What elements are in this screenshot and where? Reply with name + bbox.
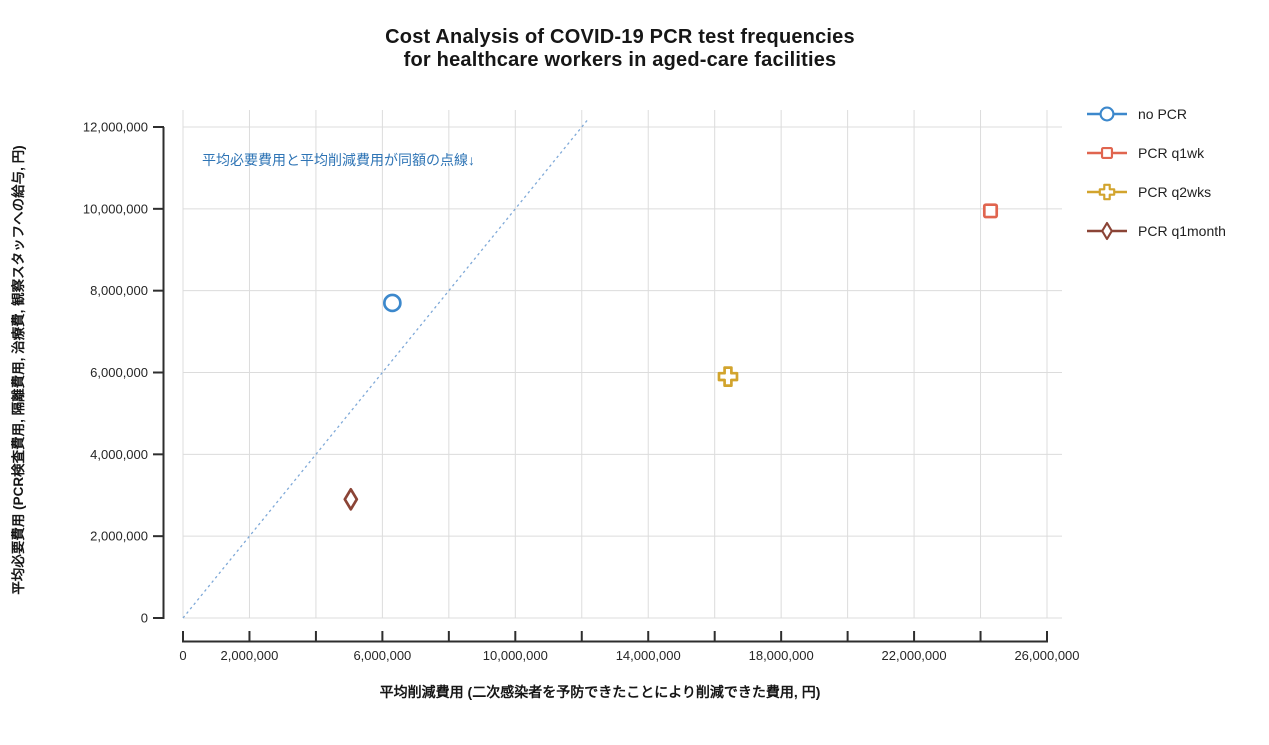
y-tick-label: 2,000,000: [90, 529, 148, 544]
y-axis-label: 平均必要費用 (PCR検査費用, 隔離費用, 治療費, 観察スタッフへの給与, …: [11, 145, 26, 595]
square-glyph: [982, 203, 999, 219]
square-glyph: [1100, 146, 1114, 160]
legend-item-pcr-q1wk[interactable]: PCR q1wk: [1085, 141, 1226, 165]
legend-label: PCR q1month: [1138, 223, 1226, 239]
x-tick-label: 6,000,000: [353, 648, 411, 663]
reference-line-annotation: 平均必要費用と平均削減費用が同額の点線↓: [202, 152, 475, 168]
pcr-q2wks-legend-marker-icon: [1087, 183, 1127, 201]
y-tick-label: 0: [141, 611, 148, 626]
diamond-icon: [1101, 221, 1113, 241]
equal-cost-reference-line: [182, 118, 589, 619]
legend-label: PCR q2wks: [1138, 184, 1212, 200]
diamond-glyph: [343, 487, 359, 511]
x-axis-label: 平均削減費用 (二次感染者を予防できたことにより削減できた費用, 円): [379, 684, 821, 700]
x-tick-label: 0: [179, 648, 186, 663]
cross-glyph: [1098, 183, 1116, 201]
no-pcr-legend-marker-icon: [1087, 106, 1127, 122]
circle-glyph: [1099, 106, 1115, 122]
chart-title: Cost Analysis of COVID-19 PCR test frequ…: [0, 26, 1240, 72]
legend: no PCR PCR q1wk PCR q2wks PCR q1month: [1085, 102, 1226, 243]
square-icon: [1100, 146, 1114, 160]
data-point-no-pcr[interactable]: [383, 293, 402, 313]
y-tick-label: 12,000,000: [83, 120, 148, 135]
legend-item-pcr-q2wks[interactable]: PCR q2wks: [1085, 180, 1226, 204]
legend-item-pcr-q1month[interactable]: PCR q1month: [1085, 219, 1226, 243]
y-tick-label: 4,000,000: [90, 447, 148, 462]
circle-icon: [1099, 106, 1115, 122]
legend-label: no PCR: [1138, 106, 1188, 122]
cross-glyph: [717, 366, 739, 387]
x-tick-label: 10,000,000: [483, 648, 548, 663]
x-tick-label: 26,000,000: [1014, 648, 1079, 663]
circle-glyph: [383, 293, 402, 313]
x-tick-label: 14,000,000: [616, 648, 681, 663]
x-tick-label: 2,000,000: [221, 648, 279, 663]
data-point-pcr-q2wks[interactable]: [717, 366, 739, 387]
data-point-pcr-q1wk[interactable]: [982, 203, 999, 219]
pcr-q1month-legend-marker-icon: [1087, 221, 1127, 241]
chart-title-line1: Cost Analysis of COVID-19 PCR test frequ…: [385, 26, 855, 48]
x-tick-label: 18,000,000: [749, 648, 814, 663]
data-point-pcr-q1month[interactable]: [343, 487, 359, 511]
chart-title-line2: for healthcare workers in aged-care faci…: [403, 49, 837, 71]
legend-item-no-pcr[interactable]: no PCR: [1085, 102, 1226, 126]
cross-icon: [1098, 183, 1116, 201]
y-tick-label: 10,000,000: [83, 201, 148, 216]
pcr-q1wk-legend-marker-icon: [1087, 146, 1127, 160]
y-tick-label: 8,000,000: [90, 283, 148, 298]
x-tick-label: 22,000,000: [882, 648, 947, 663]
legend-label: PCR q1wk: [1138, 145, 1205, 161]
diamond-glyph: [1101, 221, 1113, 241]
y-tick-label: 6,000,000: [90, 365, 148, 380]
